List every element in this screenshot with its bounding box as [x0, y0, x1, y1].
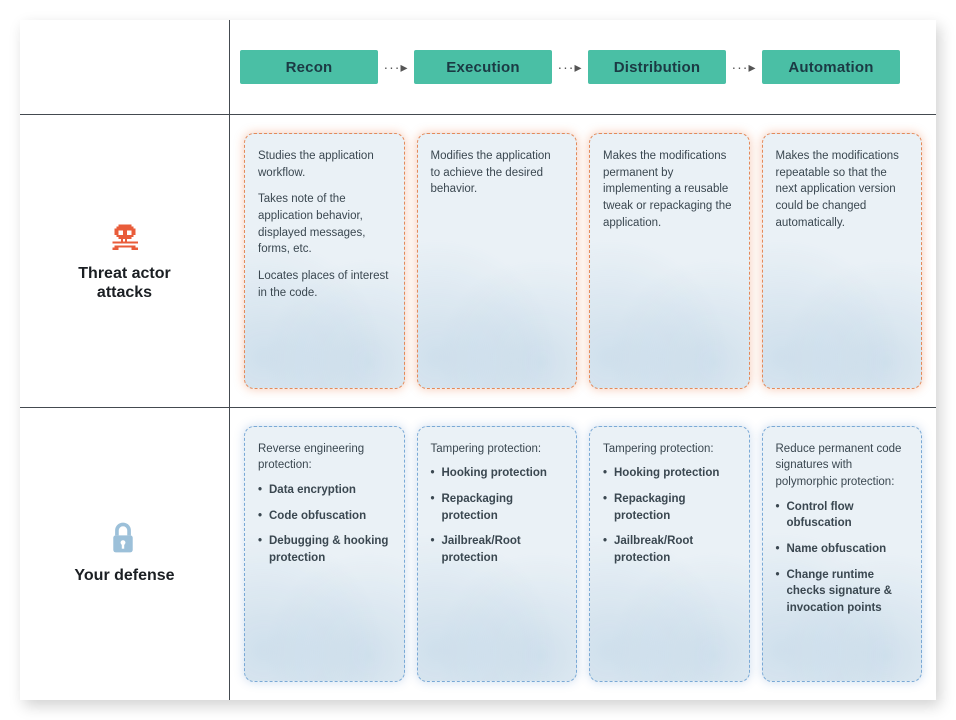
threat-card-automation: Makes the modifications repeatable so th…: [762, 133, 923, 389]
lock-icon: [108, 522, 142, 556]
defense-card-automation: Reduce permanent code signatures with po…: [762, 426, 923, 683]
threat-row-label: Threat actor attacks: [20, 115, 230, 408]
bullet: Name obfuscation: [776, 541, 909, 558]
bullet: Hooking protection: [431, 465, 564, 482]
phase-arrow-icon: ···▸: [552, 59, 588, 76]
threat-row-title: Threat actor attacks: [65, 264, 185, 302]
card-text: Studies the application workflow.: [258, 148, 391, 181]
card-text: Modifies the application to achieve the …: [431, 148, 564, 198]
bullet: Code obfuscation: [258, 508, 391, 525]
card-heading: Reverse engineering protection:: [258, 441, 391, 474]
bullet: Debugging & hooking protection: [258, 533, 391, 566]
bullet: Jailbreak/Root protection: [431, 533, 564, 566]
phase-arrow-icon: ···▸: [378, 59, 414, 76]
card-bullets: Control flow obfuscation Name obfuscatio…: [776, 499, 909, 617]
phase-chip-execution: Execution: [414, 50, 552, 84]
skull-icon: [108, 220, 142, 254]
bullet: Change runtime checks signature & invoca…: [776, 567, 909, 617]
defense-card-distribution: Tampering protection: Hooking protection…: [589, 426, 750, 683]
card-bullets: Hooking protection Repackaging protectio…: [603, 465, 736, 566]
bullet: Data encryption: [258, 482, 391, 499]
phase-arrow-icon: ···▸: [726, 59, 762, 76]
card-bullets: Data encryption Code obfuscation Debuggi…: [258, 482, 391, 567]
card-text: Takes note of the application behavior, …: [258, 191, 391, 258]
card-text: Locates places of interest in the code.: [258, 268, 391, 301]
threat-card-recon: Studies the application workflow. Takes …: [244, 133, 405, 389]
blank-top-left: [20, 20, 230, 115]
card-bullets: Hooking protection Repackaging protectio…: [431, 465, 564, 566]
phase-chip-recon: Recon: [240, 50, 378, 84]
bullet: Jailbreak/Root protection: [603, 533, 736, 566]
bullet: Hooking protection: [603, 465, 736, 482]
threat-card-execution: Modifies the application to achieve the …: [417, 133, 578, 389]
bullet: Repackaging protection: [431, 491, 564, 524]
threat-cards-row: Studies the application workflow. Takes …: [230, 115, 936, 408]
defense-card-recon: Reverse engineering protection: Data enc…: [244, 426, 405, 683]
diagram-frame: Recon ···▸ Execution ···▸ Distribution ·…: [20, 20, 936, 700]
bullet: Repackaging protection: [603, 491, 736, 524]
bullet: Control flow obfuscation: [776, 499, 909, 532]
card-heading: Reduce permanent code signatures with po…: [776, 441, 909, 491]
phases-row: Recon ···▸ Execution ···▸ Distribution ·…: [230, 20, 936, 115]
defense-row-label: Your defense: [20, 408, 230, 701]
card-text: Makes the modifications repeatable so th…: [776, 148, 909, 231]
card-text: Makes the modifications permanent by imp…: [603, 148, 736, 231]
phase-chip-automation: Automation: [762, 50, 900, 84]
threat-card-distribution: Makes the modifications permanent by imp…: [589, 133, 750, 389]
phase-chip-distribution: Distribution: [588, 50, 726, 84]
defense-row-title: Your defense: [74, 566, 174, 585]
card-heading: Tampering protection:: [431, 441, 564, 458]
defense-cards-row: Reverse engineering protection: Data enc…: [230, 408, 936, 701]
defense-card-execution: Tampering protection: Hooking protection…: [417, 426, 578, 683]
card-heading: Tampering protection:: [603, 441, 736, 458]
